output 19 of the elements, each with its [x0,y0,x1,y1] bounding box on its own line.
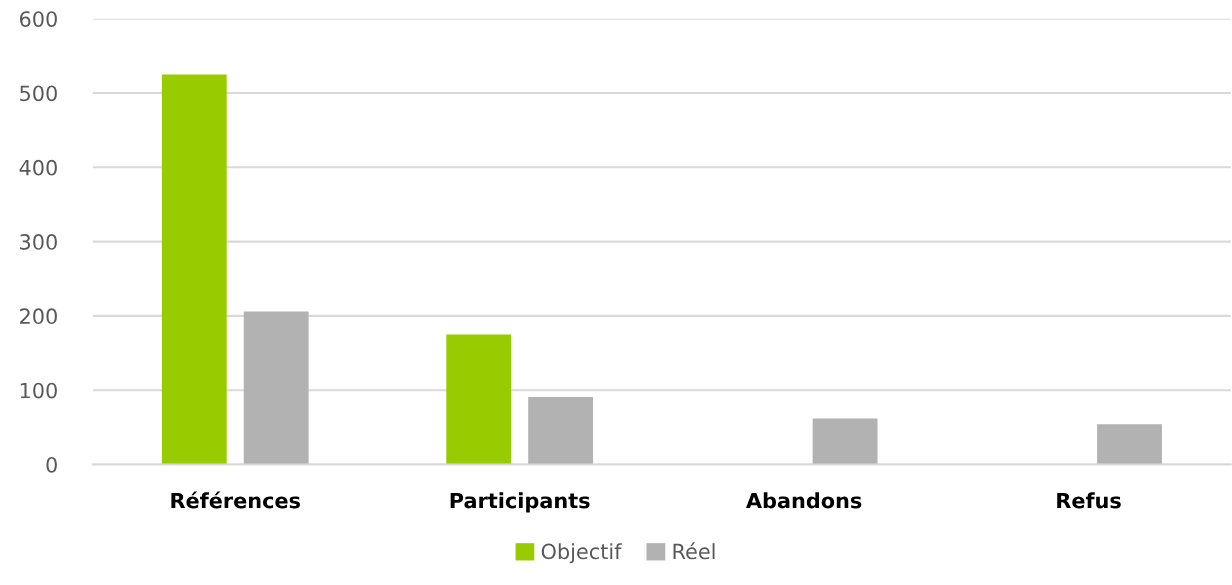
bar [528,396,594,465]
x-tick-label: Références [171,491,300,509]
y-tick-label: 300 [20,234,57,250]
x-tick-label: Refus [1057,492,1121,509]
y-tick-label: 500 [20,85,57,102]
bar [161,74,227,465]
y-tick-label: 600 [19,11,57,27]
legend-label: Objectif [541,543,622,564]
bar [243,311,309,465]
x-tick-label: Abandons [746,492,862,509]
y-tick-label: 0 [46,456,57,473]
y-tick-label: 100 [20,382,57,399]
x-tick-label: Participants [450,492,590,513]
legend-label: Réel [673,542,715,560]
y-tick-label: 400 [19,159,57,176]
y-tick-label: 200 [20,308,57,325]
bar [1097,424,1162,465]
bar [446,334,512,465]
bar [812,418,878,465]
